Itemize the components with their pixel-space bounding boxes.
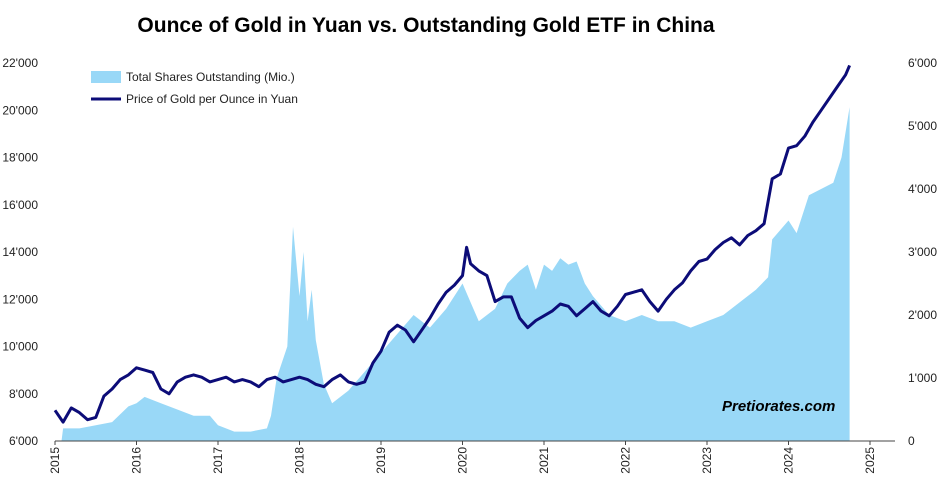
y-right-tick-label: 0: [908, 434, 915, 448]
x-tick-label: 2018: [293, 447, 307, 474]
y-right-tick-label: 4'000: [908, 182, 937, 196]
x-tick-label: 2016: [130, 447, 144, 474]
price-line: [53, 64, 851, 424]
legend-label-shares: Total Shares Outstanding (Mio.): [126, 70, 295, 84]
y-right-tick-label: 6'000: [908, 56, 937, 70]
shares-area: [55, 107, 850, 441]
y-left-tick-label: 12'000: [2, 292, 38, 306]
y-right-tick-label: 2'000: [908, 308, 937, 322]
legend: Total Shares Outstanding (Mio.) Price of…: [91, 70, 298, 106]
watermark-text: Pretiorates.com: [722, 398, 836, 415]
y-left-tick-label: 6'000: [9, 434, 38, 448]
x-tick-label: 2019: [374, 447, 388, 474]
x-tick-label: 2024: [782, 447, 796, 474]
y-left-tick-label: 16'000: [2, 198, 38, 212]
y-left-tick-label: 22'000: [2, 56, 38, 70]
x-tick-label: 2020: [456, 447, 470, 474]
chart-title: Ounce of Gold in Yuan vs. Outstanding Go…: [137, 14, 715, 37]
y-right-tick-label: 3'000: [908, 245, 937, 259]
legend-label-price: Price of Gold per Ounce in Yuan: [126, 92, 298, 106]
y-left-tick-label: 18'000: [2, 151, 38, 165]
x-axis-ticks: 2015 2016 2017 2018 2019 2020 2021 2022 2023 2024…: [48, 441, 877, 474]
y-right-axis-ticks: 0 1'000 2'000 3'000 4'000 5'000 6'000: [908, 56, 937, 448]
y-right-tick-label: 5'000: [908, 119, 937, 133]
y-right-tick-label: 1'000: [908, 371, 937, 385]
x-tick-label: 2022: [619, 447, 633, 474]
x-tick-label: 2015: [48, 447, 62, 474]
y-left-tick-label: 20'000: [2, 103, 38, 117]
price-line-layer: [53, 64, 851, 424]
x-tick-label: 2025: [863, 447, 877, 474]
y-left-tick-label: 10'000: [2, 340, 38, 354]
shares-area-layer: [55, 107, 850, 441]
x-tick-label: 2023: [700, 447, 714, 474]
y-left-tick-label: 8'000: [9, 387, 38, 401]
legend-swatch-shares: [91, 71, 121, 83]
x-tick-label: 2021: [537, 447, 551, 474]
x-tick-label: 2017: [211, 447, 225, 474]
y-left-tick-label: 14'000: [2, 245, 38, 259]
y-left-axis-ticks: 6'000 8'000 10'000 12'000 14'000 16'000 18'000…: [2, 56, 38, 448]
